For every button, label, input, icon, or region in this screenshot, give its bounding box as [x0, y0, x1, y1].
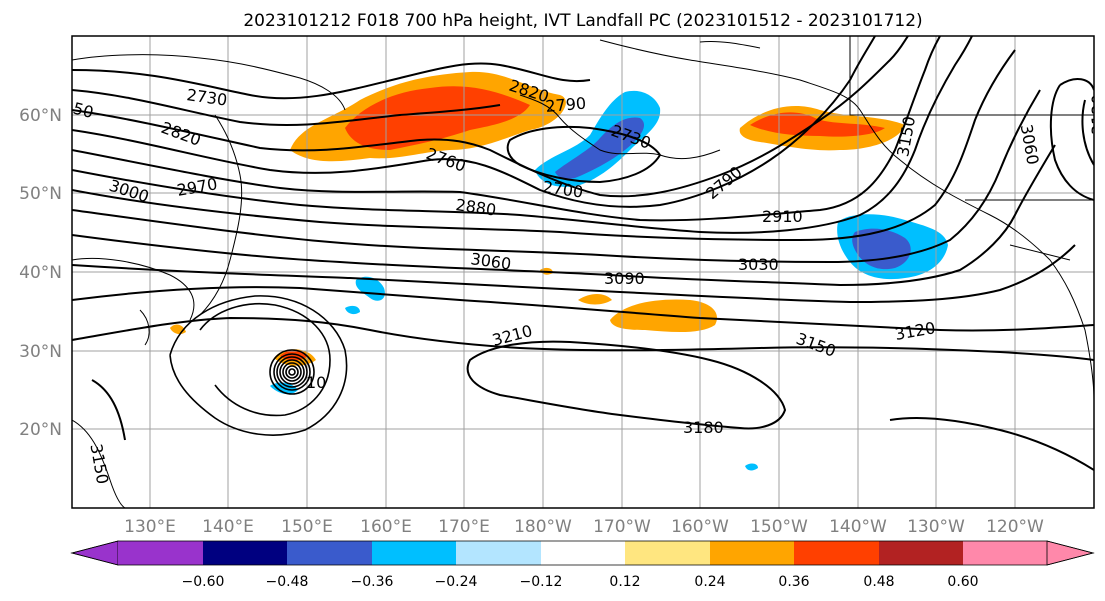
lon-tick-label: 150°E — [281, 517, 333, 537]
colorbar-segment — [879, 541, 963, 565]
lon-tick-label: 170°W — [593, 517, 651, 537]
contour-label: 3120 — [1088, 94, 1105, 135]
lon-tick-label: 130°E — [124, 517, 176, 537]
lon-tick-label: 170°E — [438, 517, 490, 537]
colorbar-segment — [372, 541, 456, 565]
longitude-tick-labels: 130°E 140°E 150°E 160°E 170°E 180°W 170°… — [124, 517, 1044, 537]
lon-tick-label: 150°W — [750, 517, 808, 537]
lat-tick-label: 60°N — [19, 106, 62, 126]
colorbar-label: −0.36 — [351, 574, 394, 590]
coastlines — [72, 36, 1094, 508]
lat-tick-label: 50°N — [19, 184, 62, 204]
latitude-tick-labels: 60°N 50°N 40°N 30°N 20°N — [19, 106, 62, 440]
height-contours — [72, 36, 1094, 471]
colorbar-labels: −0.60 −0.48 −0.36 −0.24 −0.12 0.12 0.24 … — [182, 574, 979, 590]
colorbar-label: −0.48 — [266, 574, 309, 590]
colorbar-segment — [625, 541, 710, 565]
colorbar-label: 0.12 — [609, 574, 640, 590]
colorbar-segment — [710, 541, 794, 565]
colorbar-label: −0.60 — [182, 574, 225, 590]
colorbar-label: 0.48 — [863, 574, 894, 590]
colorbar-segment — [794, 541, 879, 565]
contour-label: 2910 — [762, 207, 803, 226]
colorbar-label: −0.12 — [520, 574, 563, 590]
contour-label: 3090 — [604, 269, 645, 288]
colorbar — [70, 540, 1095, 566]
lon-tick-label: 130°W — [907, 517, 965, 537]
colorbar-segment — [541, 541, 625, 565]
contour-label: 3030 — [738, 255, 779, 274]
lat-tick-label: 30°N — [19, 342, 62, 362]
lon-tick-label: 120°W — [986, 517, 1044, 537]
colorbar-extend-high — [1046, 540, 1095, 566]
colorbar-label: 0.36 — [778, 574, 809, 590]
lat-tick-label: 40°N — [19, 263, 62, 283]
map-panel: 2730 2820 50 3000 2970 2760 2820 2790 27… — [71, 36, 1105, 508]
colorbar-label: −0.24 — [435, 574, 478, 590]
colorbar-extend-low — [70, 540, 119, 566]
map-frame — [71, 35, 1095, 509]
contour-label: 10 — [306, 373, 326, 392]
colorbar-segment — [963, 541, 1047, 565]
colorbar-label: 0.60 — [947, 574, 978, 590]
colorbar-segment — [118, 541, 203, 565]
lon-tick-label: 180°W — [514, 517, 572, 537]
contour-label: 3180 — [683, 418, 724, 437]
ivt-positive-shading — [170, 71, 905, 366]
colorbar-label: 0.24 — [694, 574, 725, 590]
colorbar-segment — [203, 541, 287, 565]
lon-tick-label: 160°E — [360, 517, 412, 537]
colorbar-segment — [456, 541, 541, 565]
lon-tick-label: 140°W — [829, 517, 887, 537]
lon-tick-label: 140°E — [202, 517, 254, 537]
colorbar-segment — [287, 541, 372, 565]
contour-label: 2790 — [545, 94, 587, 116]
typhoon-contours — [169, 295, 348, 436]
lat-tick-label: 20°N — [19, 420, 62, 440]
figure-title: 2023101212 F018 700 hPa height, IVT Land… — [243, 11, 922, 31]
lon-tick-label: 160°W — [671, 517, 729, 537]
contour-label: 50 — [71, 99, 96, 123]
